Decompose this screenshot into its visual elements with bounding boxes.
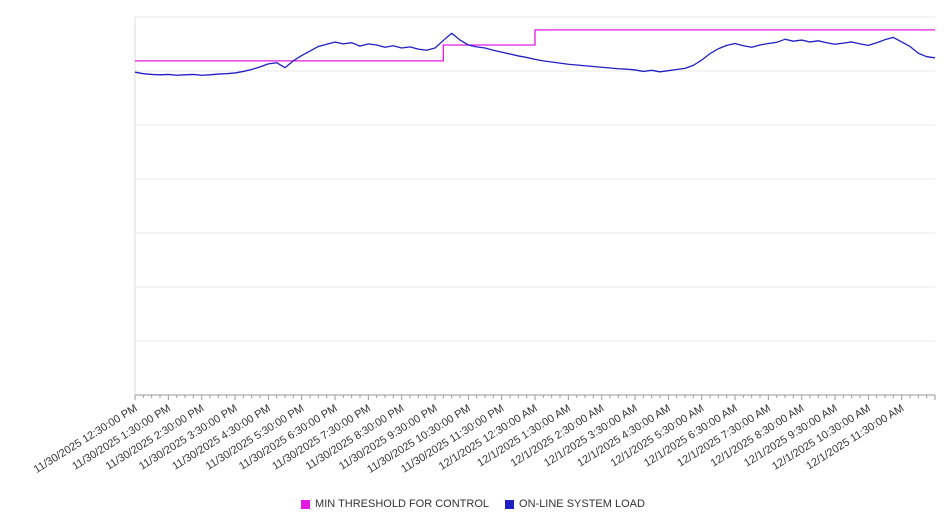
min-threshold-swatch-icon — [301, 499, 311, 509]
system-load-swatch-icon — [505, 499, 515, 509]
legend-item-min-threshold: MIN THRESHOLD FOR CONTROL — [301, 498, 489, 510]
system-load-line — [134, 32, 936, 76]
legend-item-system-load: ON-LINE SYSTEM LOAD — [505, 498, 645, 510]
chart-legend: MIN THRESHOLD FOR CONTROL ON-LINE SYSTEM… — [0, 498, 946, 510]
legend-label-system-load: ON-LINE SYSTEM LOAD — [519, 498, 645, 510]
min-threshold-line — [135, 29, 935, 62]
legend-label-min-threshold: MIN THRESHOLD FOR CONTROL — [315, 498, 490, 510]
